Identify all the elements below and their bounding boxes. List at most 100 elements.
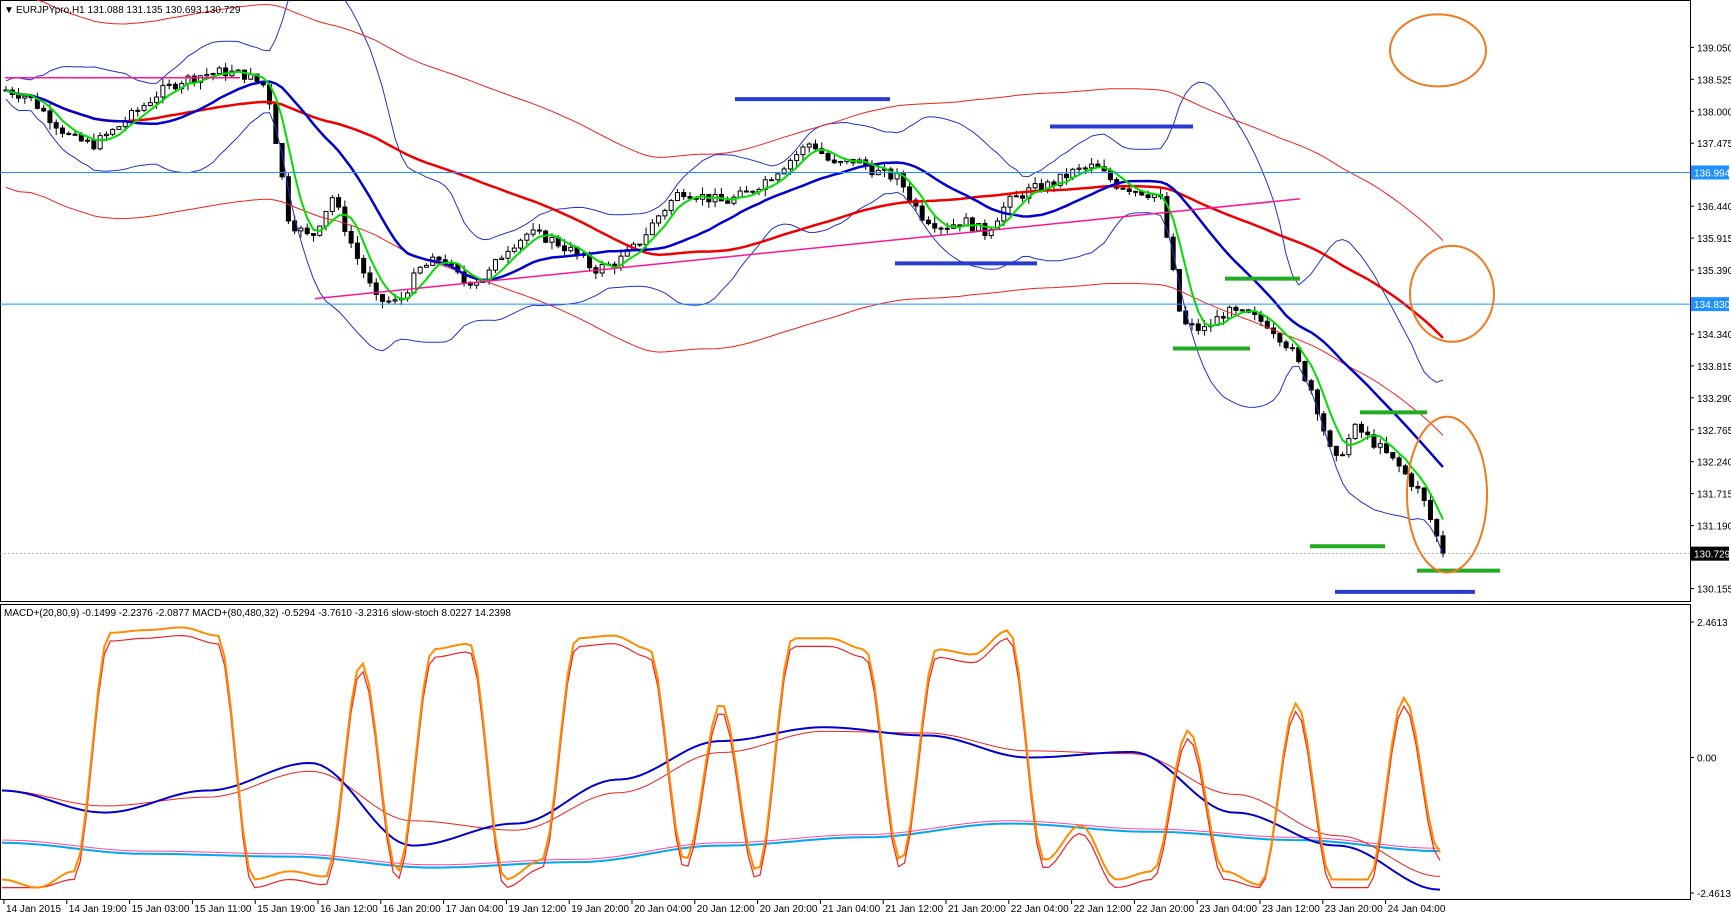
candle-body: [1396, 457, 1402, 467]
candle-body: [1390, 452, 1396, 459]
candle-body: [549, 236, 555, 243]
candle-body: [499, 257, 505, 261]
candle-body: [687, 196, 693, 199]
candle-body: [1358, 423, 1364, 433]
candle-body: [1327, 430, 1333, 447]
candle-body: [1283, 341, 1289, 349]
price-tick-label: 132.240: [1697, 458, 1731, 469]
candle-body: [1352, 423, 1358, 440]
candle-body: [800, 146, 806, 156]
time-tick-label: 20 Jan 20:00: [760, 904, 818, 915]
candle-body: [85, 139, 91, 142]
candle-body: [957, 224, 963, 227]
candle-body: [587, 255, 593, 269]
candle-body: [423, 264, 429, 268]
candle-body: [1264, 320, 1270, 329]
candle-body: [1202, 326, 1208, 331]
price-badge: [1691, 165, 1729, 180]
time-tick-label: 16 Jan 12:00: [320, 904, 378, 915]
price-badge: [1691, 297, 1729, 312]
chart-menu-icon[interactable]: ▼: [4, 5, 14, 16]
highlight-circle: [1409, 244, 1495, 343]
candle-body: [91, 139, 97, 150]
candle-body: [135, 109, 141, 112]
candle-body: [662, 209, 668, 217]
time-tick-label: 15 Jan 19:00: [257, 904, 315, 915]
candle-body: [279, 143, 285, 178]
time-tick-label: 15 Jan 03:00: [132, 904, 190, 915]
candle-body: [737, 190, 743, 198]
time-tick-label: 20 Jan 12:00: [697, 904, 755, 915]
candle-body: [53, 122, 59, 129]
candle-body: [392, 299, 398, 302]
candle-body: [812, 143, 818, 150]
price-tick-label: 131.190: [1697, 522, 1731, 533]
indicator-tick-label: 2.4613: [1697, 618, 1728, 629]
candle-body: [154, 96, 160, 104]
candle-body: [1365, 431, 1371, 436]
price-tick-label: 131.715: [1697, 490, 1731, 501]
candle-body: [492, 259, 498, 271]
candle-body: [166, 83, 172, 86]
bollinger-upper-line: [5, 0, 1444, 383]
candle-body: [1082, 167, 1088, 170]
time-tick-label: 19 Jan 12:00: [508, 904, 566, 915]
envelope-lower-line: [5, 186, 1444, 436]
price-plot: [0, 0, 1690, 594]
price-badge: [1691, 546, 1729, 561]
candle-body: [769, 179, 775, 182]
candle-body: [524, 233, 530, 241]
candle-body: [1421, 487, 1427, 501]
stoch-line: [1, 626, 1441, 889]
price-chart-title: EURJPYpro,H1 131.088 131.135 130.693 130…: [16, 5, 241, 16]
candle-body: [1302, 360, 1308, 382]
candle-body: [1120, 187, 1126, 190]
trend-line: [314, 198, 1301, 300]
candle-body: [97, 135, 103, 150]
candle-body: [932, 223, 938, 229]
time-tick-label: 15 Jan 11:00: [194, 904, 252, 915]
candle-body: [900, 172, 906, 188]
candle-body: [938, 227, 944, 230]
macd-fast-signal-line: [1, 730, 1441, 877]
time-tick-label: 16 Jan 20:00: [383, 904, 441, 915]
price-tick-label: 135.915: [1697, 234, 1731, 245]
candle-body: [838, 161, 844, 164]
candle-body: [869, 165, 875, 176]
candle-body: [22, 95, 28, 99]
candle-body: [775, 173, 781, 181]
candle-body: [505, 250, 511, 259]
candle-body: [637, 243, 643, 246]
candle-body: [794, 154, 800, 161]
price-tick-label: 133.290: [1697, 394, 1731, 405]
indicator-title: MACD+(20,80,9) -0.1499 -2.2376 -2.0877 M…: [4, 608, 511, 619]
candle-body: [831, 159, 837, 164]
candle-body: [1063, 173, 1069, 179]
candle-body: [1233, 306, 1239, 311]
candle-body: [72, 133, 78, 136]
candle-body: [241, 69, 247, 80]
candle-body: [1340, 454, 1346, 457]
candle-body: [310, 233, 316, 236]
ma-slow-line: [5, 88, 1444, 339]
candle-body: [47, 110, 53, 124]
candle-body: [298, 227, 304, 232]
macd-slow-signal-line: [2, 820, 1440, 866]
candle-body: [1409, 473, 1415, 487]
candle-body: [743, 190, 749, 193]
candle-body: [361, 257, 367, 274]
candle-body: [348, 230, 354, 244]
candle-body: [944, 227, 950, 230]
candle-body: [1252, 311, 1258, 316]
candle-body: [919, 205, 925, 221]
macd-slow-line: [1, 822, 1441, 869]
indicator-tick-label: -2.4613: [1697, 889, 1731, 900]
candle-body: [354, 242, 360, 259]
candle-body: [925, 219, 931, 225]
time-tick-label: 20 Jan 04:00: [634, 904, 692, 915]
candle-body: [806, 143, 812, 148]
time-tick-label: 23 Jan 12:00: [1262, 904, 1320, 915]
candle-body: [110, 128, 116, 135]
candle-body: [1434, 519, 1440, 537]
candle-body: [373, 282, 379, 296]
